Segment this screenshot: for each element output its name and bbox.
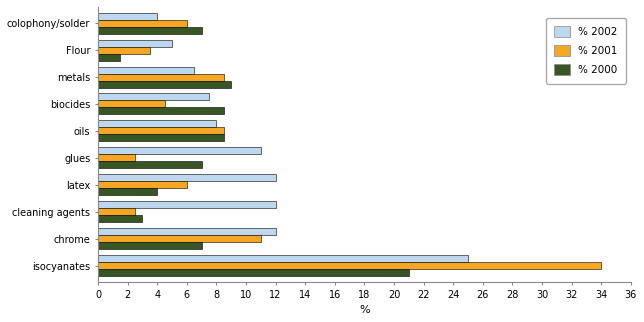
Bar bbox=[98, 255, 468, 262]
Bar bbox=[98, 134, 224, 141]
Bar bbox=[98, 27, 202, 33]
Bar bbox=[98, 120, 216, 128]
Bar bbox=[98, 235, 261, 242]
Bar bbox=[98, 128, 224, 134]
Bar bbox=[98, 242, 202, 249]
Bar bbox=[98, 47, 150, 53]
Bar bbox=[98, 73, 224, 80]
Bar bbox=[98, 161, 202, 168]
Bar bbox=[98, 208, 135, 215]
Bar bbox=[98, 262, 601, 269]
Bar bbox=[98, 188, 157, 195]
Bar bbox=[98, 147, 261, 154]
Bar bbox=[98, 201, 276, 208]
Bar bbox=[98, 100, 165, 108]
Bar bbox=[98, 174, 276, 181]
Bar bbox=[98, 154, 135, 161]
X-axis label: %: % bbox=[359, 305, 370, 315]
Bar bbox=[98, 181, 187, 188]
Bar bbox=[98, 53, 120, 61]
Bar bbox=[98, 215, 142, 222]
Bar bbox=[98, 269, 409, 276]
Bar bbox=[98, 108, 224, 115]
Legend: % 2002, % 2001, % 2000: % 2002, % 2001, % 2000 bbox=[545, 18, 626, 83]
Bar bbox=[98, 40, 172, 47]
Bar bbox=[98, 13, 157, 20]
Bar bbox=[98, 20, 187, 27]
Bar bbox=[98, 93, 209, 100]
Bar bbox=[98, 80, 231, 88]
Bar bbox=[98, 67, 194, 73]
Bar bbox=[98, 228, 276, 235]
